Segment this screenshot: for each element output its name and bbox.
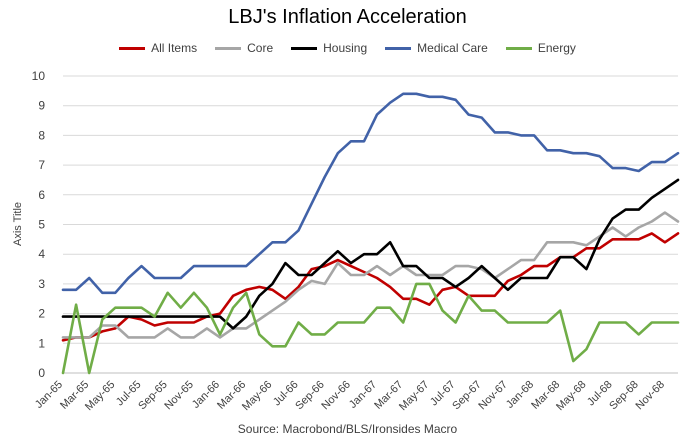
legend-swatch	[291, 46, 318, 50]
y-axis-ticks: 0 1 2 3 4 5 6 7 8 9 10	[32, 69, 46, 380]
series-line-core	[61, 211, 680, 339]
y-tick-label: 4	[38, 247, 45, 261]
y-tick-label: 1	[38, 336, 45, 350]
legend-label: Medical Care	[417, 41, 488, 55]
legend-item-all-items: All Items	[119, 41, 197, 55]
legend-swatch	[385, 46, 412, 50]
legend: All Items Core Housing Medical Care Energy	[0, 41, 695, 55]
y-tick-label: 3	[38, 277, 45, 291]
y-tick-label: 8	[38, 128, 45, 142]
y-tick-label: 2	[38, 307, 45, 321]
x-tick-label: May-68	[554, 379, 588, 413]
chart-title: LBJ's Inflation Acceleration	[228, 6, 467, 28]
series-line-energy	[61, 282, 680, 375]
y-tick-label: 0	[38, 366, 45, 380]
y-axis-title: Axis Title	[12, 202, 24, 246]
legend-item-energy: Energy	[505, 41, 576, 55]
x-tick-label: Nov-65	[162, 379, 196, 413]
x-tick-label: Nov-66	[319, 379, 353, 413]
legend-item-medical-care: Medical Care	[385, 41, 488, 55]
y-tick-label: 6	[38, 188, 45, 202]
legend-item-core: Core	[215, 41, 273, 55]
legend-label: All Items	[151, 41, 198, 55]
legend-swatch	[119, 46, 146, 50]
legend-label: Energy	[537, 41, 576, 55]
chart-source: Source: Macrobond/BLS/Ironsides Macro	[237, 422, 458, 436]
series-lines	[61, 92, 680, 375]
series-line-medical-care	[61, 92, 680, 295]
x-tick-label: Nov-67	[476, 379, 510, 413]
series-line-all-items	[61, 232, 680, 342]
x-axis-ticks: Jan-65Mar-65May-65Jul-65Sep-65Nov-65Jan-…	[33, 379, 667, 413]
series-line-housing	[61, 178, 680, 330]
legend-item-housing: Housing	[291, 41, 367, 55]
gridlines	[63, 75, 678, 374]
y-tick-label: 9	[38, 99, 45, 113]
legend-label: Core	[247, 41, 274, 55]
x-tick-label: May-66	[240, 379, 274, 413]
legend-swatch	[215, 46, 242, 50]
legend-label: Housing	[323, 41, 368, 55]
y-tick-label: 5	[38, 218, 45, 232]
legend-swatch	[505, 46, 532, 50]
x-tick-label: May-67	[397, 379, 431, 413]
y-tick-label: 10	[32, 69, 46, 83]
x-tick-label: Nov-68	[633, 379, 667, 413]
y-tick-label: 7	[38, 158, 45, 172]
x-tick-label: May-65	[83, 379, 117, 413]
